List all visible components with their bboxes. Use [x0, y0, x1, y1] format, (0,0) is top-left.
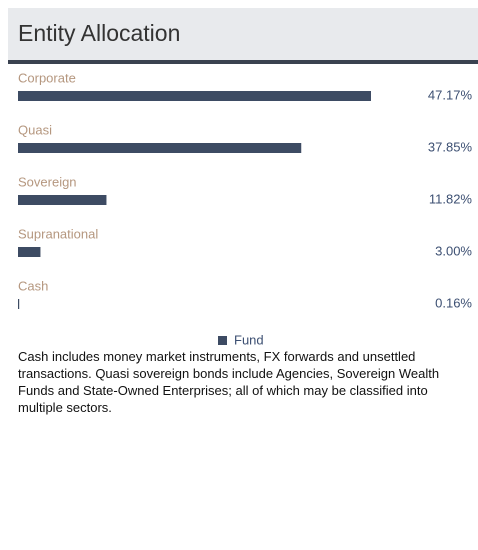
- category-label: Supranational: [18, 226, 98, 241]
- header-rule: [8, 60, 478, 64]
- legend-swatch: [218, 336, 227, 345]
- bar: [18, 195, 107, 205]
- value-label: 47.17%: [428, 87, 473, 102]
- footnote: Cash includes money market instruments, …: [18, 349, 440, 415]
- value-label: 0.16%: [435, 295, 472, 310]
- legend-label: Fund: [234, 332, 264, 347]
- bar: [18, 143, 302, 153]
- chart: Entity Allocation Corporate 47.17% Quasi 37…: [8, 8, 478, 347]
- value-label: 3.00%: [435, 243, 472, 258]
- bar: [18, 91, 371, 101]
- category-label: Quasi: [18, 122, 52, 137]
- value-label: 11.82%: [429, 191, 473, 206]
- header-bg: [8, 8, 478, 60]
- bar: [18, 247, 41, 257]
- value-label: 37.85%: [428, 139, 473, 154]
- bar: [18, 299, 20, 309]
- category-label: Corporate: [18, 70, 76, 85]
- category-label: Sovereign: [18, 174, 77, 189]
- category-label: Cash: [18, 278, 48, 293]
- chart-title: Entity Allocation: [18, 20, 180, 46]
